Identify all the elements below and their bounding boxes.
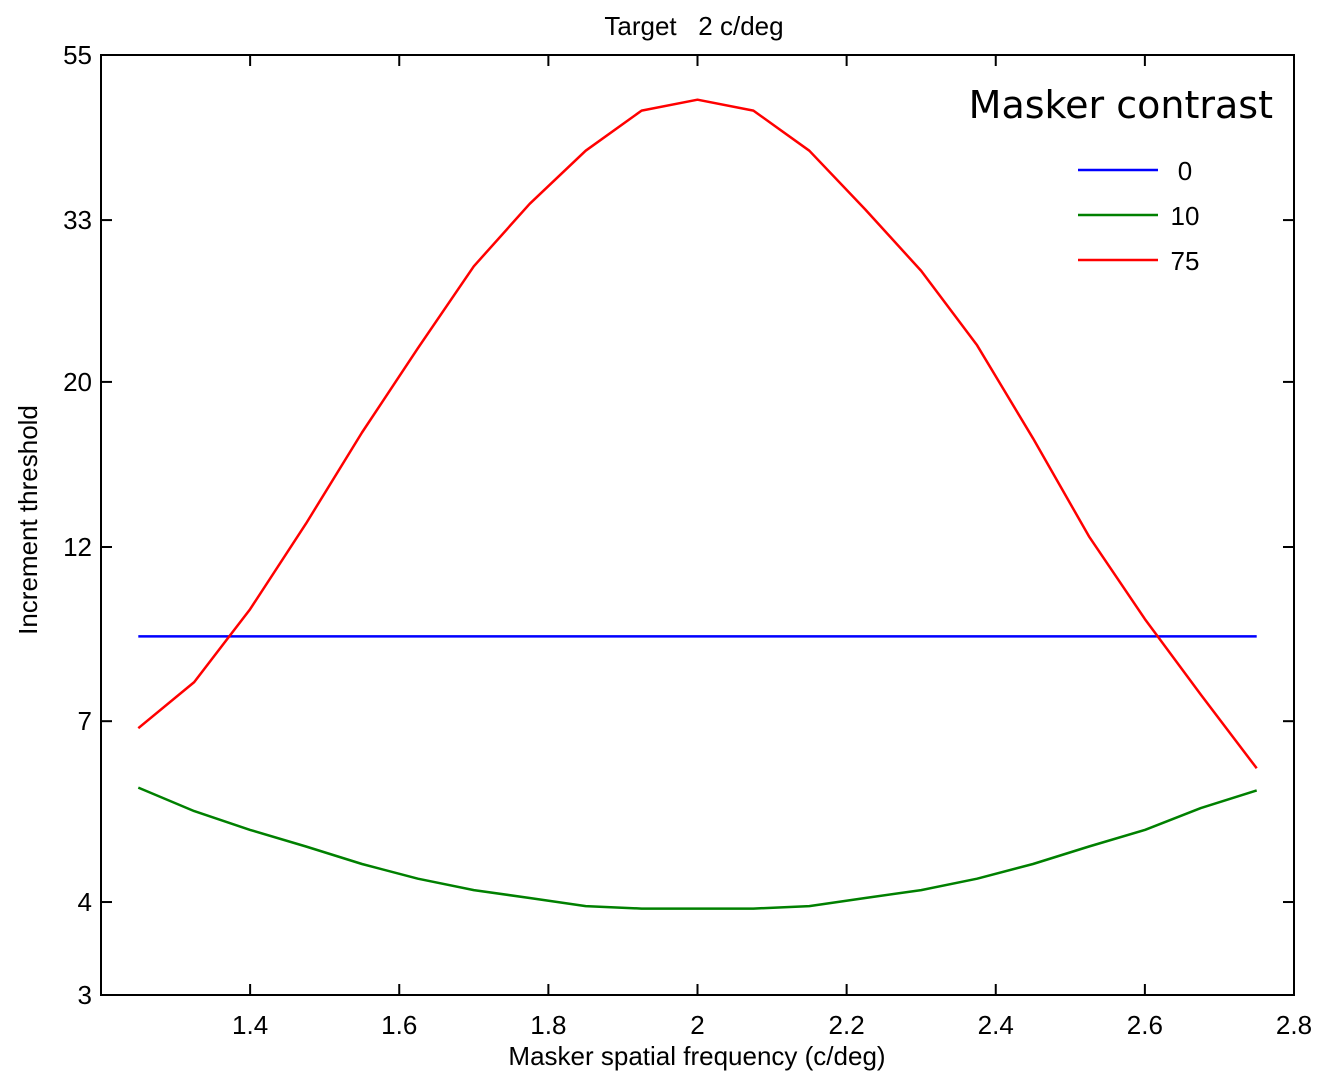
x-tick-label: 2.6	[1127, 1010, 1163, 1040]
x-tick-label: 1.8	[530, 1010, 566, 1040]
y-axis: 3 4 7 12 20 33 55	[63, 40, 1294, 1010]
y-axis-label: Increment threshold	[13, 405, 43, 635]
y-tick-label: 12	[63, 532, 92, 562]
y-tick-label: 4	[78, 887, 92, 917]
series-line-10	[137, 786, 1258, 910]
y-tick-label: 7	[78, 706, 92, 736]
x-tick-label: 2	[690, 1010, 704, 1040]
y-tick-label: 20	[63, 367, 92, 397]
x-axis-label: Masker spatial frequency (c/deg)	[508, 1041, 885, 1071]
legend-label-0: 0	[1178, 156, 1192, 186]
x-tick-label: 2.2	[829, 1010, 865, 1040]
y-tick-label: 3	[78, 980, 92, 1010]
series-line-75	[137, 98, 1258, 770]
plot-frame	[100, 54, 1295, 996]
x-tick-label: 1.6	[381, 1010, 417, 1040]
x-axis: 1.4 1.6 1.8 2 2.2 2.4 2.6 2.8	[232, 55, 1312, 1040]
legend: Masker contrast 0 10 75	[969, 83, 1273, 276]
x-tick-label: 2.8	[1276, 1010, 1312, 1040]
plot-area	[137, 98, 1258, 910]
x-tick-label: 2.4	[978, 1010, 1014, 1040]
legend-label-10: 10	[1171, 201, 1200, 231]
x-tick-label: 1.4	[232, 1010, 268, 1040]
y-tick-label: 55	[63, 40, 92, 70]
legend-label-75: 75	[1171, 246, 1200, 276]
legend-title: Masker contrast	[969, 83, 1273, 127]
chart-title: Target 2 c/deg	[604, 11, 783, 41]
y-tick-label: 33	[63, 205, 92, 235]
